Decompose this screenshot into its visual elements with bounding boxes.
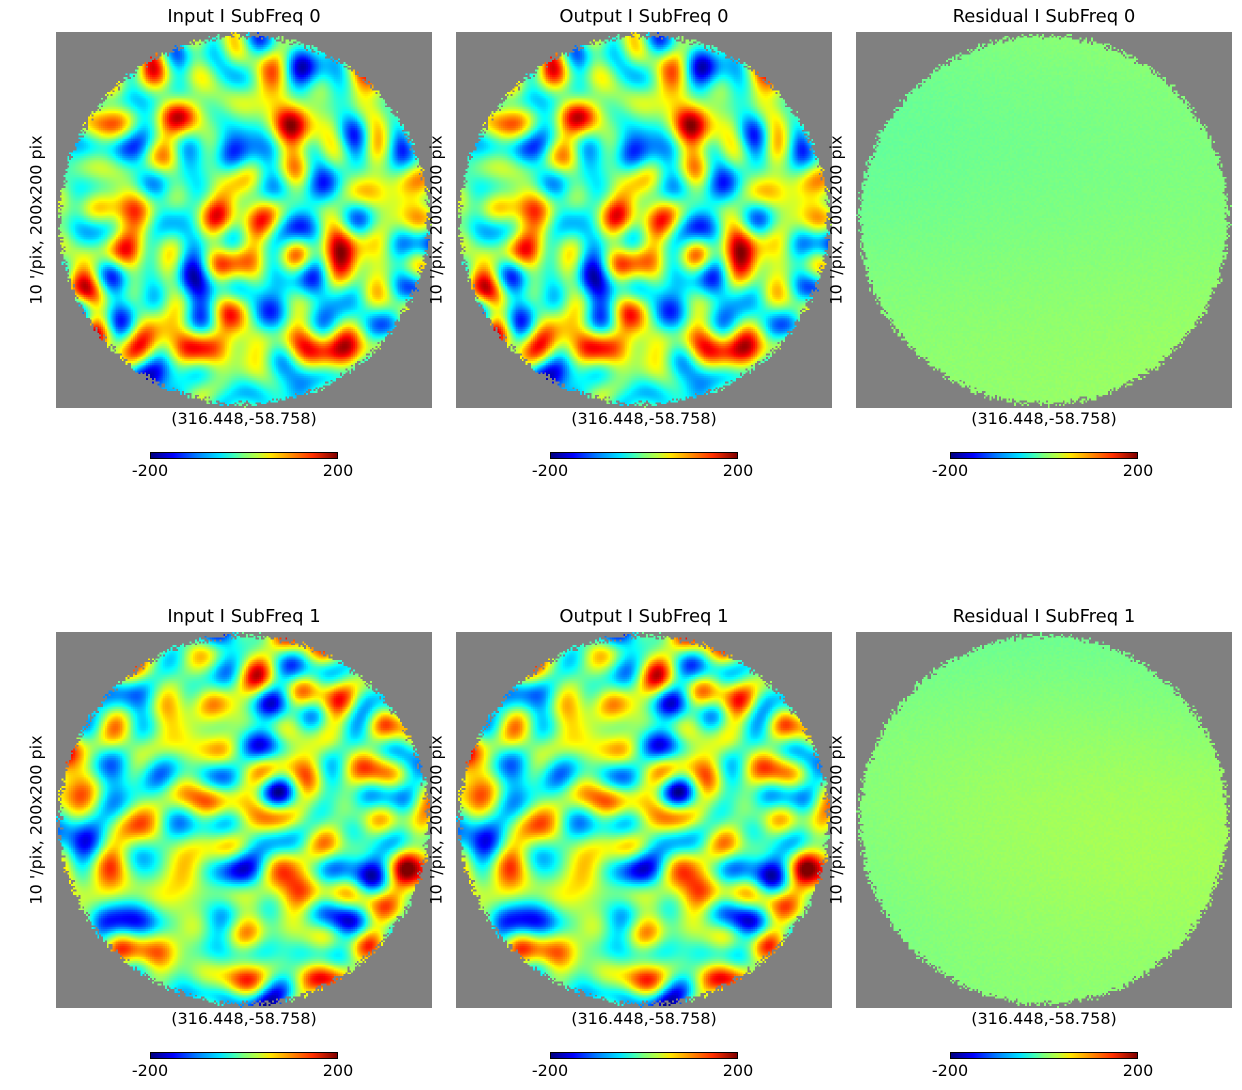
panel-residual-subfreq-1: Residual I SubFreq 1 10 '/pix, 200x200 p…: [800, 600, 1232, 1080]
chart-title: Output I SubFreq 0: [559, 6, 729, 27]
colorbar: [950, 1052, 1138, 1059]
panel-output-subfreq-0: Output I SubFreq 0 10 '/pix, 200x200 pix…: [400, 0, 832, 480]
y-axis-label: 10 '/pix, 200x200 pix: [826, 135, 846, 305]
y-axis-label: 10 '/pix, 200x200 pix: [26, 735, 46, 905]
colorbar-max-label: 200: [322, 1061, 354, 1080]
heatmap-canvas: [56, 632, 432, 1008]
y-axis-label: 10 '/pix, 200x200 pix: [426, 135, 446, 305]
center-coordinate: (316.448,-58.758): [571, 409, 717, 428]
colorbar-min-label: -200: [531, 1061, 569, 1080]
chart-title: Output I SubFreq 1: [559, 606, 729, 627]
heatmap-canvas: [456, 632, 832, 1008]
colorbar-max-label: 200: [1122, 1061, 1154, 1080]
heatmap: [56, 32, 432, 408]
heatmap: [56, 632, 432, 1008]
heatmap-canvas: [856, 632, 1232, 1008]
y-axis-label: 10 '/pix, 200x200 pix: [26, 135, 46, 305]
colorbar-min-label: -200: [531, 461, 569, 480]
colorbar: [550, 1052, 738, 1059]
colorbar-min-label: -200: [931, 461, 969, 480]
y-axis-label: 10 '/pix, 200x200 pix: [426, 735, 446, 905]
colorbar: [950, 452, 1138, 459]
center-coordinate: (316.448,-58.758): [971, 1009, 1117, 1028]
panel-input-subfreq-1: Input I SubFreq 1 10 '/pix, 200x200 pix …: [0, 600, 432, 1080]
colorbar-min-label: -200: [931, 1061, 969, 1080]
center-coordinate: (316.448,-58.758): [171, 1009, 317, 1028]
chart-title: Input I SubFreq 0: [167, 6, 321, 27]
panel-input-subfreq-0: Input I SubFreq 0 10 '/pix, 200x200 pix …: [0, 0, 432, 480]
chart-title: Input I SubFreq 1: [167, 606, 321, 627]
heatmap-canvas: [456, 32, 832, 408]
colorbar: [550, 452, 738, 459]
panel-output-subfreq-1: Output I SubFreq 1 10 '/pix, 200x200 pix…: [400, 600, 832, 1080]
y-axis-label: 10 '/pix, 200x200 pix: [826, 735, 846, 905]
chart-title: Residual I SubFreq 1: [952, 606, 1136, 627]
colorbar: [150, 452, 338, 459]
heatmap-canvas: [856, 32, 1232, 408]
colorbar: [150, 1052, 338, 1059]
heatmap-canvas: [56, 32, 432, 408]
colorbar-max-label: 200: [722, 461, 754, 480]
colorbar-max-label: 200: [1122, 461, 1154, 480]
heatmap: [856, 32, 1232, 408]
colorbar-min-label: -200: [131, 1061, 169, 1080]
colorbar-min-label: -200: [131, 461, 169, 480]
panel-residual-subfreq-0: Residual I SubFreq 0 10 '/pix, 200x200 p…: [800, 0, 1232, 480]
center-coordinate: (316.448,-58.758): [571, 1009, 717, 1028]
colorbar-max-label: 200: [322, 461, 354, 480]
heatmap: [456, 632, 832, 1008]
colorbar-max-label: 200: [722, 1061, 754, 1080]
center-coordinate: (316.448,-58.758): [171, 409, 317, 428]
heatmap: [856, 632, 1232, 1008]
center-coordinate: (316.448,-58.758): [971, 409, 1117, 428]
chart-title: Residual I SubFreq 0: [952, 6, 1136, 27]
heatmap: [456, 32, 832, 408]
